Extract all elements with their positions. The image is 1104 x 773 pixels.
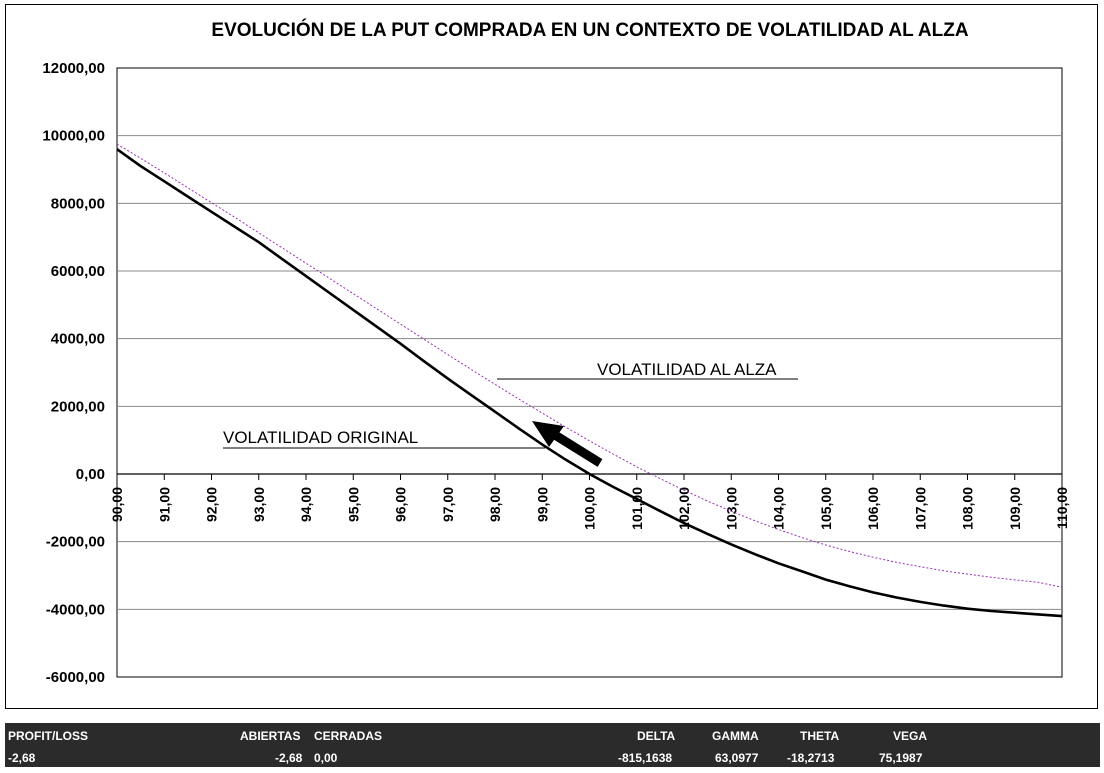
vega-label: VEGA <box>893 729 928 743</box>
profit-loss-value: -2,68 <box>8 751 36 765</box>
y-tick-label: 6000,00 <box>51 263 105 280</box>
x-tick-label: 91,00 <box>156 487 172 522</box>
gamma-value: 63,0977 <box>715 751 759 765</box>
x-tick-label: 100,00 <box>582 487 598 530</box>
x-tick-label: 98,00 <box>487 487 503 522</box>
x-tick-label: 109,00 <box>1007 487 1023 530</box>
y-tick-label: 4000,00 <box>51 331 105 348</box>
chart-frame <box>5 4 1098 709</box>
y-tick-label: -2000,00 <box>46 534 105 551</box>
series-line-original <box>116 148 1063 618</box>
cerradas-label: CERRADAS <box>314 729 383 743</box>
theta-value: -18,2713 <box>787 751 835 765</box>
x-tick-label: 94,00 <box>298 487 314 522</box>
gamma-label: GAMMA <box>712 729 759 743</box>
abiertas-value: -2,68 <box>275 751 303 765</box>
theta-label: THETA <box>800 729 840 743</box>
y-tick-label: 10000,00 <box>42 128 105 145</box>
delta-value: -815,1638 <box>618 751 673 765</box>
x-tick-label: 104,00 <box>771 487 787 530</box>
abiertas-label: ABIERTAS <box>240 729 301 743</box>
x-tick-label: 93,00 <box>251 487 267 522</box>
x-tick-label: 101,00 <box>629 487 645 530</box>
x-tick-label: 92,00 <box>204 487 220 522</box>
arrow-head <box>532 421 564 447</box>
cerradas-value: 0,00 <box>314 751 338 765</box>
series-label-original: VOLATILIDAD ORIGINAL <box>223 428 418 447</box>
y-tick-label: 12000,00 <box>42 60 105 77</box>
y-tick-label: 2000,00 <box>51 398 105 415</box>
vega-value: 75,1987 <box>879 751 923 765</box>
x-tick-label: 95,00 <box>345 487 361 522</box>
x-tick-label: 90,00 <box>109 487 125 522</box>
x-tick-label: 102,00 <box>676 487 692 530</box>
x-tick-label: 105,00 <box>818 487 834 530</box>
y-tick-label: -4000,00 <box>46 601 105 618</box>
plot-area <box>116 67 1063 678</box>
series-label-alza: VOLATILIDAD AL ALZA <box>597 360 777 379</box>
stats-bar: PROFIT/LOSS -2,68 ABIERTAS CERRADAS -2,6… <box>5 723 1100 767</box>
y-tick-label: 8000,00 <box>51 195 105 212</box>
delta-label: DELTA <box>637 729 676 743</box>
arrow-shaft <box>552 431 603 467</box>
x-tick-label: 96,00 <box>393 487 409 522</box>
series-line-alza <box>116 143 1063 588</box>
x-tick-label: 106,00 <box>865 487 881 530</box>
x-tick-label: 97,00 <box>440 487 456 522</box>
profit-loss-label: PROFIT/LOSS <box>8 729 89 743</box>
x-tick-label: 99,00 <box>534 487 550 522</box>
x-tick-label: 107,00 <box>912 487 928 530</box>
x-tick-label: 103,00 <box>723 487 739 530</box>
x-tick-label: 108,00 <box>960 487 976 530</box>
chart-title: EVOLUCIÓN DE LA PUT COMPRADA EN UN CONTE… <box>211 20 969 41</box>
y-tick-label: -6000,00 <box>46 669 105 686</box>
chart-plot: 12000,00 10000,00 8000,00 6000,00 4000,00 200… <box>42 60 1070 686</box>
y-tick-label: 0,00 <box>76 466 105 483</box>
x-tick-label: 110,00 <box>1054 487 1070 529</box>
